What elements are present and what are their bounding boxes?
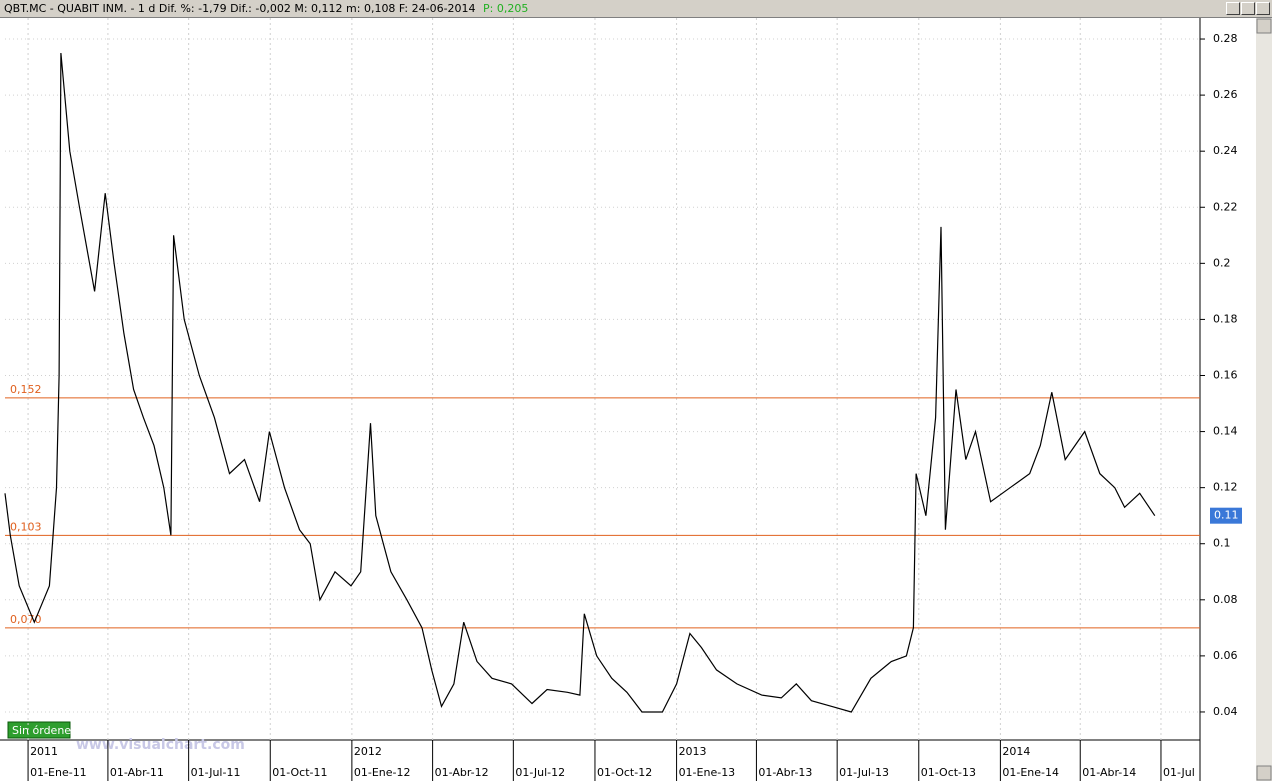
last-value-box xyxy=(1210,507,1242,524)
y-tick-label: 0.22 xyxy=(1213,200,1238,213)
x-tick-label: 01-Abr-14 xyxy=(1082,766,1136,779)
x-tick-label: 01-Abr-13 xyxy=(758,766,812,779)
grid xyxy=(5,18,1200,740)
y-tick-label: 0.18 xyxy=(1213,312,1238,325)
year-label: 2013 xyxy=(679,745,707,758)
price-line xyxy=(4,52,1156,713)
year-label: 2012 xyxy=(354,745,382,758)
status-text: Sin órdenes xyxy=(12,724,77,737)
y-tick-label: 0.14 xyxy=(1213,425,1238,438)
x-tick-label: 01-Jul-13 xyxy=(839,766,889,779)
minimize-button[interactable] xyxy=(1226,2,1240,15)
x-tick-label: 01-Ene-11 xyxy=(30,766,87,779)
level-label: 0,070 xyxy=(10,613,42,626)
chart-title: QBT.MC - QUABIT INM. - 1 d Dif. %: -1,79… xyxy=(4,2,476,15)
x-tick-label: 01-Ene-12 xyxy=(354,766,411,779)
status-badge xyxy=(7,721,71,739)
x-tick-label: 01-Abr-11 xyxy=(110,766,164,779)
y-tick-label: 0.24 xyxy=(1213,144,1238,157)
y-tick-label: 0.26 xyxy=(1213,88,1238,101)
level-label: 0,152 xyxy=(10,383,42,396)
x-tick-label: 01-Oct-11 xyxy=(272,766,327,779)
price-label: P: 0,205 xyxy=(483,2,529,15)
x-tick-label: 01-Jul xyxy=(1163,766,1195,779)
last-value-label: 0.11 xyxy=(1214,509,1239,522)
scrollbar[interactable] xyxy=(1256,18,1272,781)
close-button[interactable] xyxy=(1256,2,1270,15)
level-label: 0,103 xyxy=(10,520,42,533)
y-tick-label: 0.12 xyxy=(1213,481,1238,494)
x-tick-label: 01-Jul-12 xyxy=(515,766,565,779)
y-tick-label: 0.06 xyxy=(1213,649,1238,662)
x-tick-label: 01-Oct-13 xyxy=(921,766,976,779)
y-tick-label: 0.16 xyxy=(1213,368,1238,381)
scroll-up[interactable] xyxy=(1256,18,1272,34)
scroll-down[interactable] xyxy=(1256,765,1272,781)
year-label: 2011 xyxy=(30,745,58,758)
x-tick-label: 01-Ene-13 xyxy=(679,766,736,779)
year-label: 2014 xyxy=(1002,745,1030,758)
y-tick-label: 0.2 xyxy=(1213,256,1231,269)
y-tick-label: 0.28 xyxy=(1213,32,1238,45)
x-tick-label: 01-Jul-11 xyxy=(191,766,241,779)
y-tick-label: 0.04 xyxy=(1213,705,1238,718)
x-tick-label: 01-Abr-12 xyxy=(435,766,489,779)
maximize-button[interactable] xyxy=(1241,2,1255,15)
y-tick-label: 0.08 xyxy=(1213,593,1238,606)
x-tick-label: 01-Oct-12 xyxy=(597,766,652,779)
y-tick-label: 0.1 xyxy=(1213,537,1231,550)
watermark: www.visualchart.com xyxy=(76,737,245,753)
header-bar: QBT.MC - QUABIT INM. - 1 d Dif. %: -1,79… xyxy=(0,0,1272,18)
x-tick-label: 01-Ene-14 xyxy=(1002,766,1059,779)
